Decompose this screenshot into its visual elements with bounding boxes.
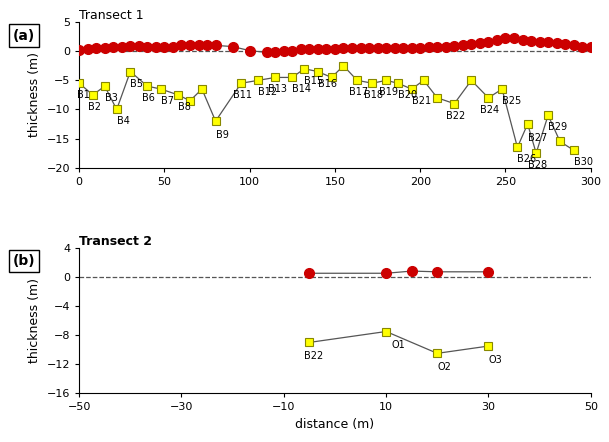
Text: B27: B27 [527, 133, 547, 143]
Text: B18: B18 [364, 90, 383, 100]
Text: B21: B21 [412, 96, 431, 106]
Text: B14: B14 [292, 84, 311, 95]
Text: B28: B28 [527, 160, 547, 170]
Text: B2: B2 [88, 102, 100, 112]
Y-axis label: thickness (m): thickness (m) [28, 53, 41, 137]
Text: B7: B7 [161, 96, 174, 106]
Text: (b): (b) [13, 254, 35, 268]
Text: B25: B25 [502, 96, 521, 106]
X-axis label: distance (m): distance (m) [295, 418, 375, 431]
Text: B5: B5 [130, 79, 143, 88]
Text: Transect 1: Transect 1 [79, 9, 144, 22]
Text: Transect 2: Transect 2 [79, 235, 152, 248]
Text: B3: B3 [105, 93, 118, 103]
Text: B22: B22 [446, 110, 465, 121]
Text: B8: B8 [178, 102, 191, 112]
Text: B15: B15 [304, 76, 323, 86]
Text: B24: B24 [480, 105, 499, 115]
Text: B1: B1 [77, 90, 90, 100]
Text: B6: B6 [143, 93, 155, 103]
Text: B9: B9 [216, 130, 228, 140]
Text: B16: B16 [318, 79, 337, 88]
Text: B11: B11 [233, 90, 252, 100]
Text: B17: B17 [348, 88, 368, 97]
Text: B29: B29 [548, 122, 567, 132]
Text: O1: O1 [391, 340, 405, 350]
Text: B22: B22 [304, 351, 323, 361]
Text: B30: B30 [574, 157, 593, 167]
Text: B13: B13 [269, 84, 287, 95]
Text: B4: B4 [117, 116, 130, 126]
Text: B20: B20 [398, 90, 417, 100]
Text: (a): (a) [13, 29, 35, 42]
Text: O2: O2 [437, 362, 451, 372]
Text: B19: B19 [379, 88, 398, 97]
Y-axis label: thickness (m): thickness (m) [28, 278, 41, 363]
Text: B26: B26 [518, 154, 537, 164]
Text: O3: O3 [488, 355, 502, 365]
Text: B12: B12 [258, 88, 277, 97]
